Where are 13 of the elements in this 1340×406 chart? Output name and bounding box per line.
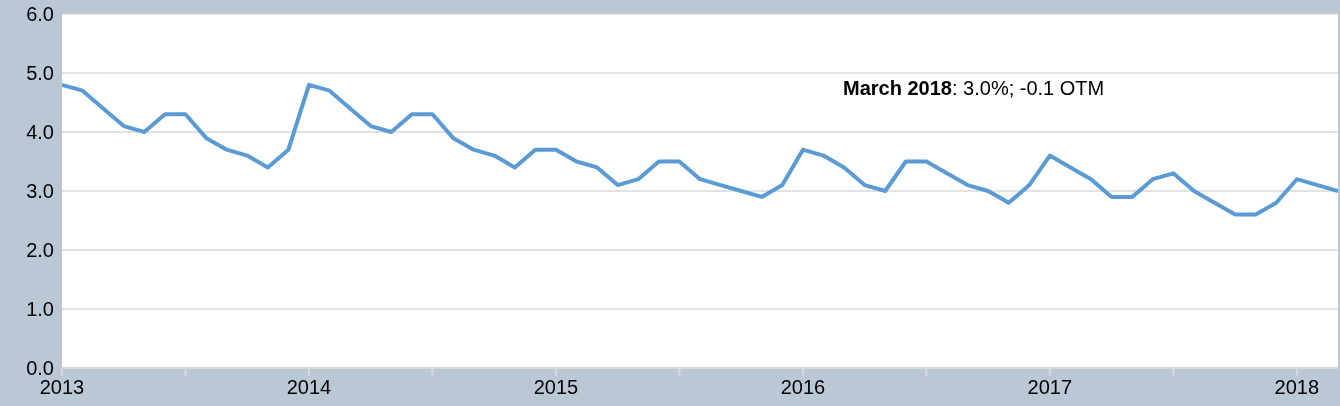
y-tick-label: 3.0	[26, 180, 54, 203]
y-tick-label: 6.0	[26, 3, 54, 26]
x-tick-label: 2018	[1274, 376, 1320, 399]
x-tick-label: 2016	[780, 376, 826, 399]
x-tick-label: 2014	[286, 376, 332, 399]
y-tick-label: 4.0	[26, 121, 54, 144]
line-series	[62, 82, 1338, 217]
x-tick-label: 2015	[533, 376, 579, 399]
y-tick-label: 5.0	[26, 62, 54, 85]
x-tick-label: 2017	[1027, 376, 1073, 399]
y-tick-label: 1.0	[26, 298, 54, 321]
annotation: March 2018: 3.0%; -0.1 OTM	[843, 77, 1105, 99]
y-tick-label: 2.0	[26, 239, 54, 262]
